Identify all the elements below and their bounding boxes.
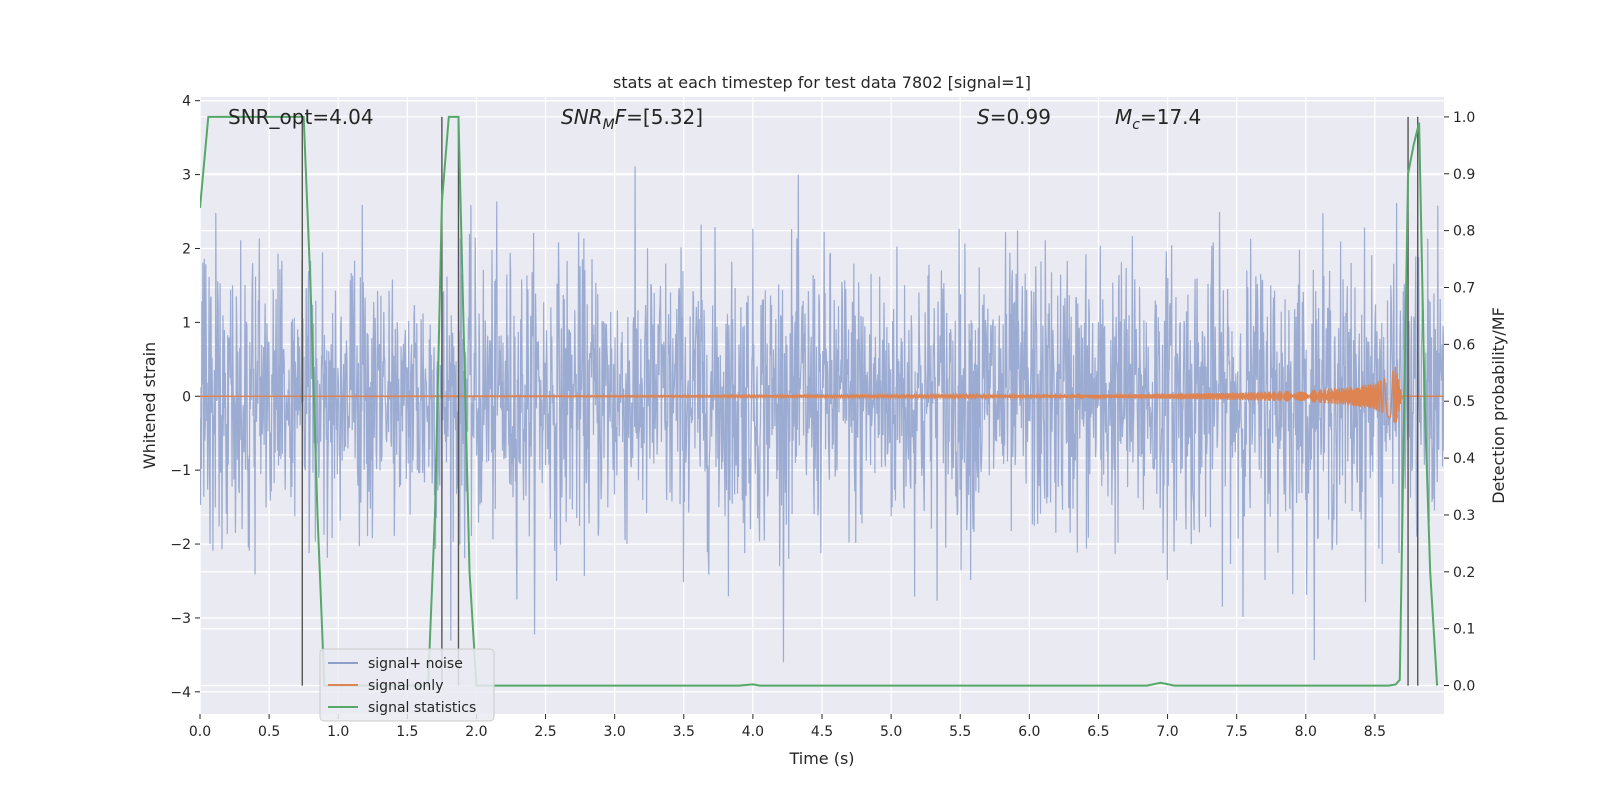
y-tick-label: −4: [170, 685, 191, 701]
y-tick-label: −1: [170, 463, 191, 479]
x-tick-label: 5.0: [880, 724, 902, 740]
y2-tick-label: 0.2: [1453, 565, 1475, 581]
x-tick-label: 6.5: [1087, 724, 1109, 740]
y2-tick-label: 0.9: [1453, 167, 1475, 183]
plot-area: [200, 166, 1444, 663]
y2-tick-label: 0.1: [1453, 622, 1475, 638]
signal-statistics-layer: [200, 115, 1439, 687]
y-tick-label: 4: [182, 94, 191, 110]
y2-tick-label: 1.0: [1453, 110, 1475, 126]
y-tick-label: 1: [182, 315, 191, 331]
x-tick-label: 6.0: [1018, 724, 1040, 740]
annotation-snr-mf: SNRMF=[5.32]: [561, 105, 703, 133]
x-tick-label: 0.0: [189, 724, 211, 740]
x-tick-label: 3.5: [673, 724, 695, 740]
x-tick-label: 7.0: [1156, 724, 1178, 740]
legend: signal+ noise signal only signal statistic…: [319, 648, 495, 722]
x-axis-title: Time (s): [788, 749, 854, 768]
legend-label: signal statistics: [368, 700, 476, 716]
y2-tick-label: 0.4: [1453, 451, 1475, 467]
y-tick-label: 0: [182, 389, 191, 405]
series-signal-only: [200, 366, 1444, 423]
series-signal-statistics: [200, 115, 1439, 687]
y2-tick-label: 0.6: [1453, 337, 1475, 353]
y2-tick-label: 0.5: [1453, 394, 1475, 410]
y-tick-label: 3: [182, 168, 191, 184]
x-tick-label: 1.5: [396, 724, 418, 740]
y2-tick-label: 0.3: [1453, 508, 1475, 524]
series-signal-noise: [200, 166, 1444, 663]
legend-label: signal+ noise: [368, 656, 463, 672]
y2-axis-ticks: 1.0 0.9 0.8 0.7 0.6 0.5 0.4 0.3 0.2 0.1 0.0: [1444, 110, 1475, 695]
chart-title: stats at each timestep for test data 780…: [613, 73, 1031, 92]
legend-box: [319, 648, 495, 722]
x-tick-label: 5.5: [949, 724, 971, 740]
y-tick-label: 2: [182, 241, 191, 257]
y2-tick-label: 0.0: [1453, 679, 1475, 695]
annotations: SNR_opt=4.04 SNRMF=[5.32] S=0.99 Mc=17.4: [228, 105, 1201, 133]
y-axis-ticks: 4 3 2 1 0 −1 −2 −3 −4: [170, 94, 200, 701]
x-tick-label: 8.0: [1295, 724, 1317, 740]
y2-tick-label: 0.8: [1453, 224, 1475, 240]
x-tick-label: 2.5: [534, 724, 556, 740]
legend-label: signal only: [368, 678, 443, 694]
y-tick-label: −3: [170, 611, 191, 627]
x-tick-label: 0.5: [258, 724, 280, 740]
y-axis-title: Whitened strain: [140, 342, 159, 469]
annotation-snr-opt: SNR_opt=4.04: [228, 105, 374, 129]
x-tick-label: 2.0: [465, 724, 487, 740]
x-tick-label: 8.5: [1364, 724, 1386, 740]
x-tick-label: 7.5: [1226, 724, 1248, 740]
y2-tick-label: 0.7: [1453, 281, 1475, 297]
x-tick-label: 3.0: [604, 724, 626, 740]
annotation-stat-s: S=0.99: [977, 105, 1051, 129]
y2-axis-title: Detection probability/MF: [1489, 307, 1508, 504]
x-tick-label: 4.0: [742, 724, 764, 740]
annotation-chirp-mass: Mc=17.4: [1115, 105, 1201, 133]
x-tick-label: 1.0: [327, 724, 349, 740]
x-axis-ticks: 0.0 0.5 1.0 1.5 2.0 2.5 3.0 3.5 4.0 4.5 5.0 5.5 6.0 6…: [189, 714, 1386, 740]
y-tick-label: −2: [170, 537, 191, 553]
x-tick-label: 4.5: [811, 724, 833, 740]
